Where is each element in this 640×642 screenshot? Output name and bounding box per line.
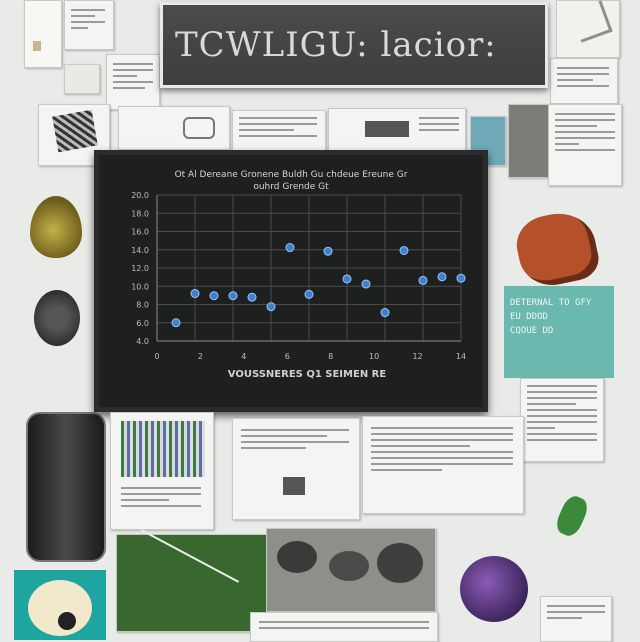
scatter-point	[323, 246, 333, 256]
scatter-point	[171, 318, 181, 328]
document-strip-3	[328, 108, 466, 152]
map-card	[116, 529, 270, 632]
photo-card-top-left	[24, 0, 62, 68]
scatter-point	[247, 292, 257, 302]
document-right-long	[520, 378, 604, 462]
document-strip-1	[118, 106, 230, 150]
page-title: TCWLIGU: lacior:	[175, 25, 497, 65]
scatter-point	[456, 273, 466, 283]
scatter-point	[342, 274, 352, 284]
y-tick-label: 10.0	[131, 282, 149, 291]
y-tick-label: 6.0	[136, 319, 149, 328]
plum-drawing	[460, 556, 528, 622]
scatter-point	[209, 291, 219, 301]
x-tick-label: 2	[198, 352, 203, 361]
egg-drawing	[14, 570, 106, 640]
y-tick-label: 16.0	[131, 228, 149, 237]
scatter-point	[228, 291, 238, 301]
jar-drawing	[26, 412, 106, 562]
stones-card	[266, 528, 436, 612]
scatter-point	[285, 243, 295, 253]
document-scrap-right-2	[548, 104, 622, 186]
side-panel-heading: DETERNAL TO GFY EU DDOD CQOUE DD	[510, 298, 592, 336]
scatter-point	[361, 279, 371, 289]
document-bottom-mid	[232, 418, 360, 520]
onion-drawing	[30, 196, 82, 258]
x-tick-label: 8	[328, 352, 333, 361]
side-panel: DETERNAL TO GFY EU DDOD CQOUE DD	[504, 286, 614, 378]
chart-title: ouhrd Grende Gt	[253, 182, 329, 192]
document-bottom-corner	[540, 596, 612, 642]
scatter-point	[304, 289, 314, 299]
document-scrap-top-mid	[106, 54, 160, 110]
y-tick-label: 8.0	[136, 301, 149, 310]
y-tick-label: 14.0	[131, 246, 149, 255]
document-scrap-right-top	[550, 58, 618, 104]
scatter-point	[399, 245, 409, 255]
x-tick-label: 14	[456, 352, 466, 361]
seed-drawing	[34, 290, 80, 346]
document-bottom-strip	[250, 612, 438, 642]
green-bird-sketch	[552, 492, 592, 540]
folder-scrap	[64, 64, 100, 94]
bread-drawing	[511, 206, 603, 292]
document-bottom-right	[362, 416, 524, 514]
y-tick-label: 4.0	[136, 337, 149, 346]
x-tick-label: 4	[241, 352, 246, 361]
scatter-chart: Ot Al Dereane Gronene Buldh Gu chdeue Er…	[131, 170, 466, 380]
chart-title: Ot Al Dereane Gronene Buldh Gu chdeue Er…	[175, 170, 408, 180]
y-tick-label: 20.0	[131, 191, 149, 200]
chart-board: Ot Al Dereane Gronene Buldh Gu chdeue Er…	[94, 150, 488, 412]
x-axis-label: VOUSSNERES Q1 SEIMEN RE	[228, 369, 387, 380]
scatter-point	[266, 302, 276, 312]
x-tick-label: 0	[154, 352, 159, 361]
scatter-point	[418, 275, 428, 285]
y-tick-label: 12.0	[131, 264, 149, 273]
x-tick-label: 10	[369, 352, 379, 361]
photo-card-right	[508, 104, 550, 178]
bar-chart-card	[110, 412, 214, 530]
scatter-point	[437, 272, 447, 282]
title-board: TCWLIGU: lacior:	[160, 2, 548, 88]
x-tick-label: 12	[412, 352, 422, 361]
sketch-scrap-top-right	[556, 0, 620, 58]
x-tick-label: 6	[285, 352, 290, 361]
notes-scrap-top	[64, 0, 114, 50]
document-strip-2	[232, 110, 326, 152]
y-tick-label: 18.0	[131, 209, 149, 218]
scatter-point	[380, 308, 390, 318]
scatter-point	[190, 289, 200, 299]
